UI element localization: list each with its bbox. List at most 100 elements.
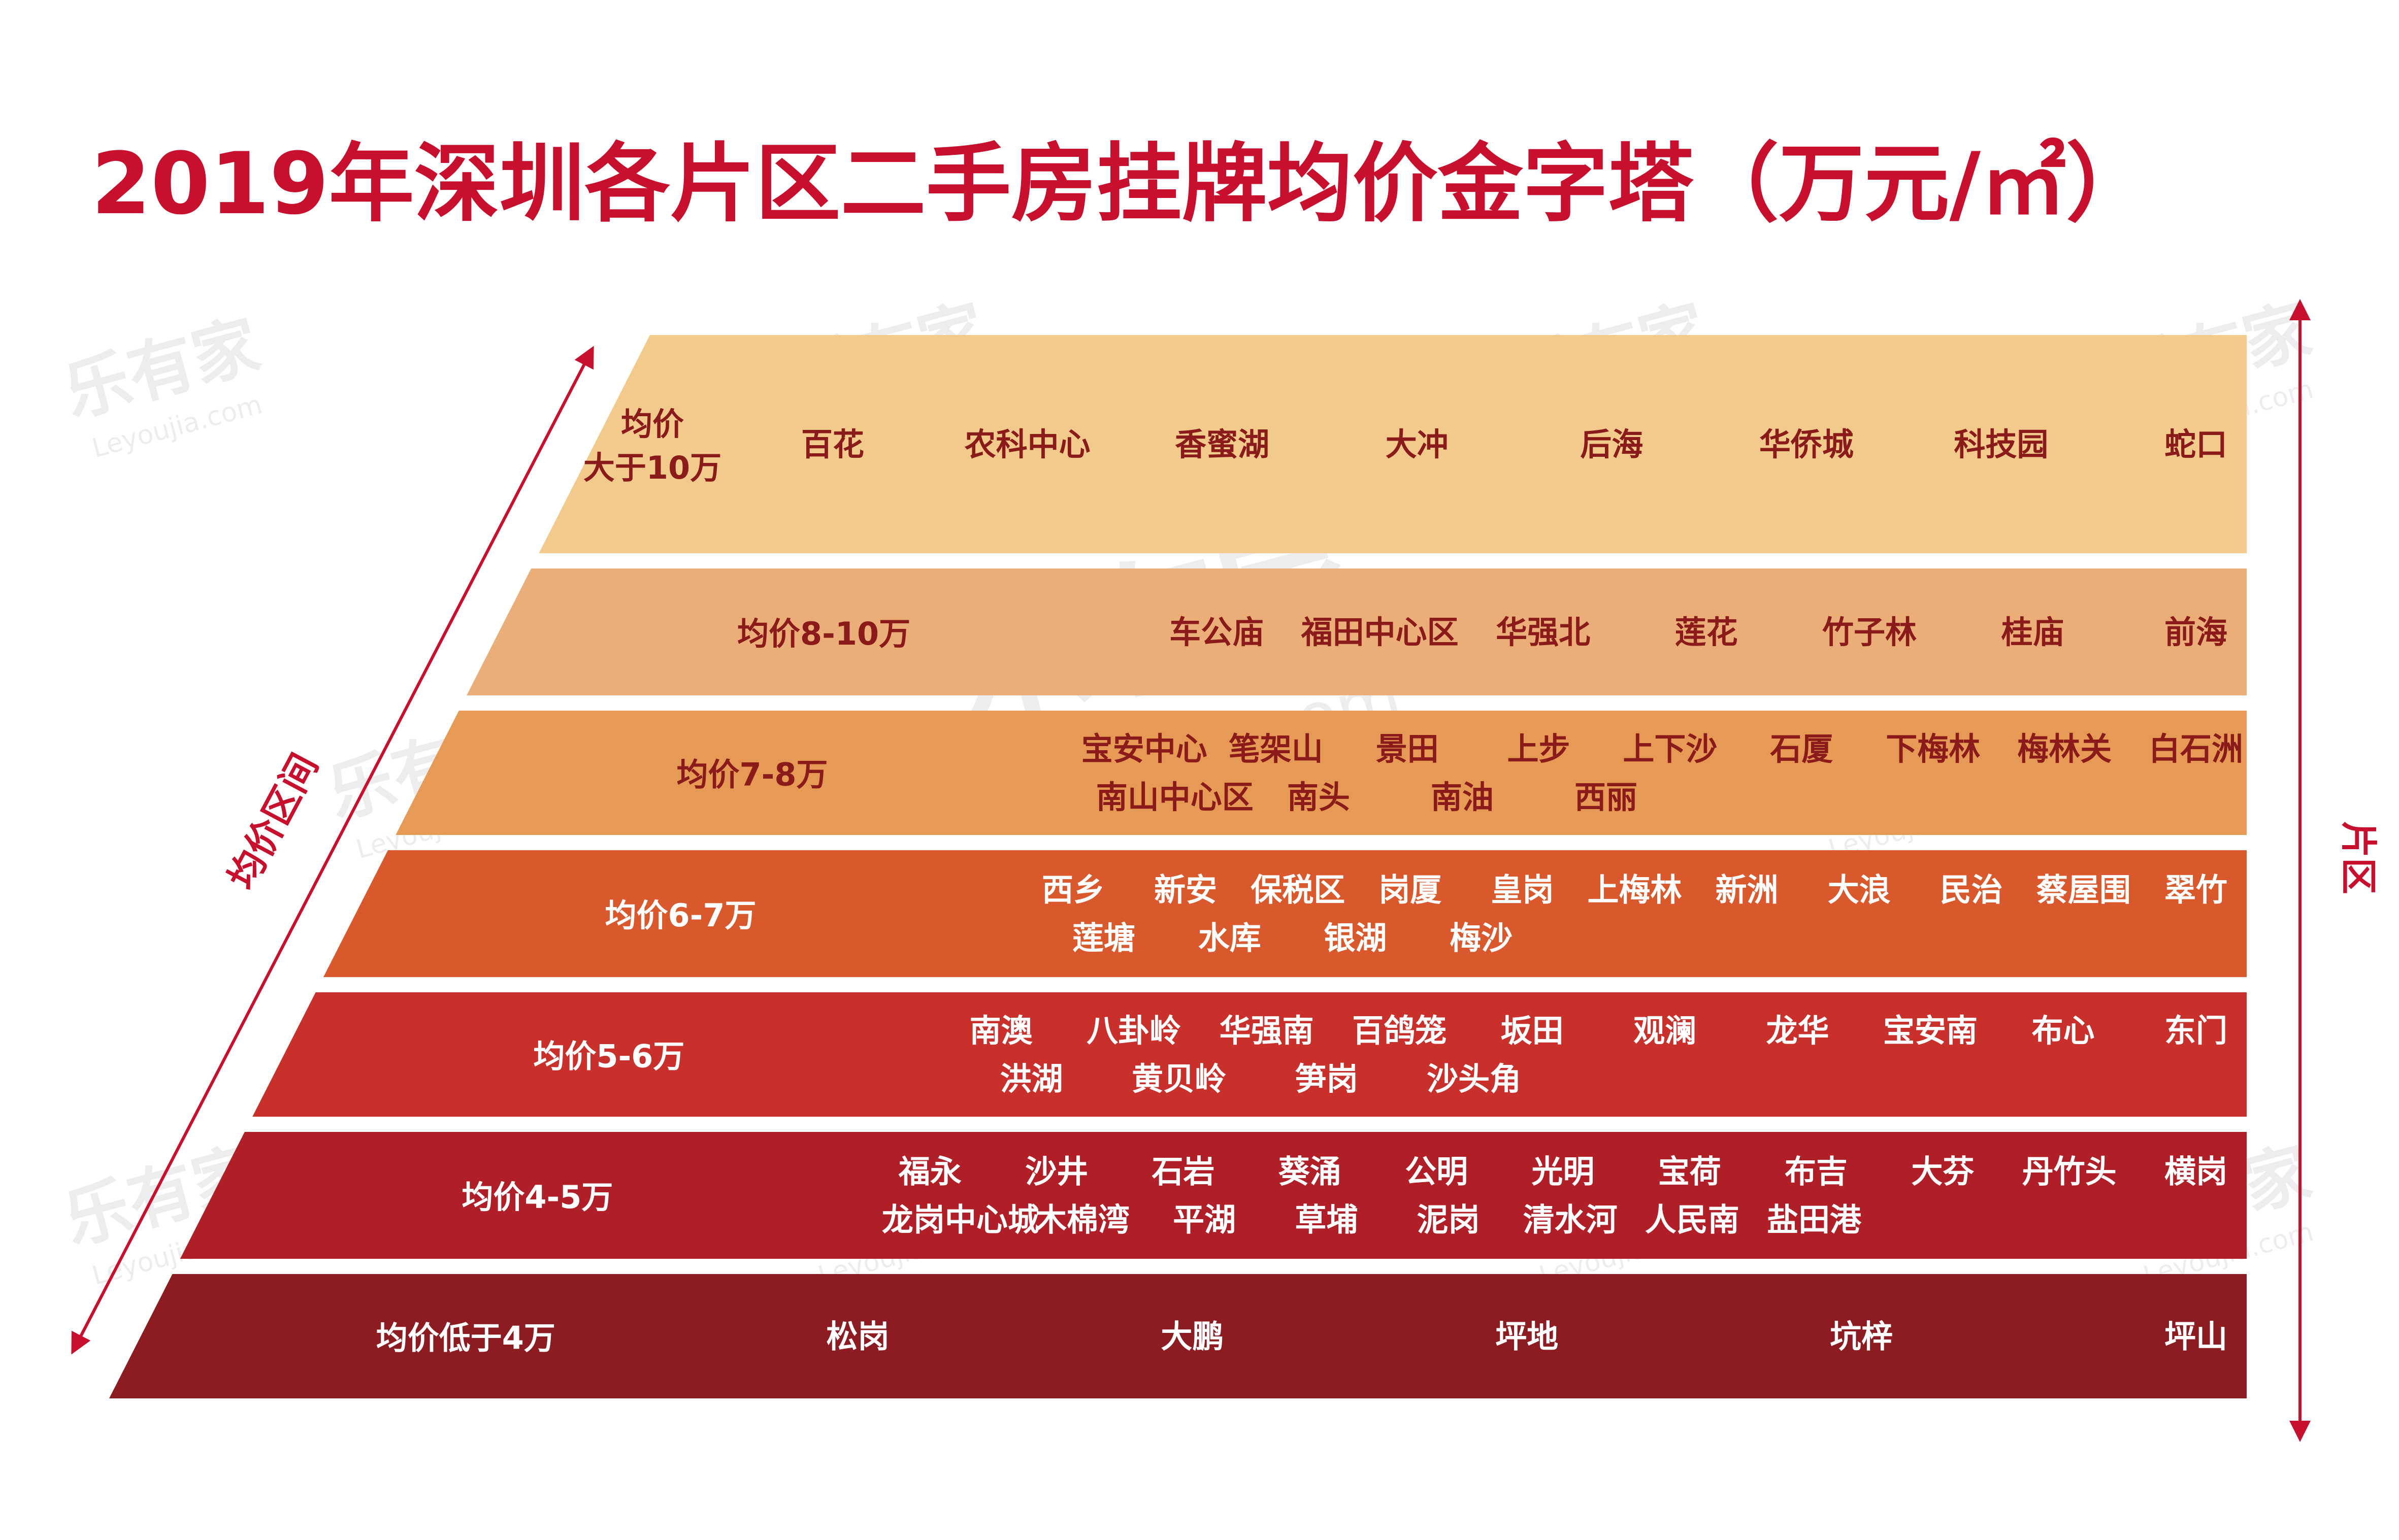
area-name: 华侨城 <box>1759 426 1854 463</box>
page-title: 2019年深圳各片区二手房挂牌均价金字塔（万元/㎡） <box>91 134 2151 233</box>
area-name: 泥岗 <box>1417 1201 1480 1238</box>
area-name: 华强南 <box>1220 1012 1314 1049</box>
area-name: 福永 <box>898 1153 962 1190</box>
area-name: 翠竹 <box>2164 872 2227 909</box>
area-name: 观澜 <box>1633 1012 1696 1049</box>
area-name: 岗厦 <box>1378 872 1441 909</box>
left-axis-label: 均价区间 <box>220 747 326 896</box>
area-name: 蛇口 <box>2164 426 2227 463</box>
area-name: 横岗 <box>2164 1153 2227 1190</box>
area-name: 平湖 <box>1173 1201 1236 1238</box>
watermark-cn: 乐有家 <box>56 306 267 432</box>
area-name: 布吉 <box>1785 1153 1848 1190</box>
watermark-en: Leyoujia.com <box>89 389 266 464</box>
area-name: 新洲 <box>1716 872 1779 909</box>
tier-band <box>252 992 2247 1117</box>
area-name: 后海 <box>1580 426 1643 463</box>
area-name: 木棉湾 <box>1035 1201 1130 1238</box>
left-axis-arrow <box>71 346 594 1355</box>
area-name: 丹竹头 <box>2022 1153 2117 1190</box>
area-name: 上梅林 <box>1588 872 1682 909</box>
area-name: 笋岗 <box>1295 1060 1358 1097</box>
area-name: 南头 <box>1287 779 1350 816</box>
area-name: 华强北 <box>1496 614 1590 651</box>
area-name: 桂庙 <box>2001 614 2064 651</box>
area-name: 莲塘 <box>1072 920 1135 957</box>
area-name: 银湖 <box>1324 920 1387 957</box>
area-name: 竹子林 <box>1822 614 1917 651</box>
area-name: 大冲 <box>1386 426 1449 463</box>
area-name: 人民南 <box>1645 1201 1739 1238</box>
area-name: 民治 <box>1940 872 2003 909</box>
area-name: 蔡屋围 <box>2036 872 2131 909</box>
tier-band <box>323 850 2247 977</box>
area-name: 龙华 <box>1766 1012 1829 1049</box>
tier-7: 均价低于4万 松岗 大鹏 坪地 坑梓 坪山 <box>109 1274 2247 1398</box>
tier-label: 均价7-8万 <box>677 756 828 793</box>
area-name: 黄贝岭 <box>1132 1060 1226 1097</box>
area-name: 百鸽笼 <box>1352 1012 1447 1049</box>
area-name: 宝荷 <box>1658 1153 1721 1190</box>
tier-band <box>539 335 2247 553</box>
tier-label: 均价6-7万 <box>605 897 756 934</box>
area-name: 上步 <box>1507 730 1570 767</box>
area-name: 下梅林 <box>1886 730 1980 767</box>
tier-band <box>180 1132 2247 1259</box>
area-name: 沙头角 <box>1427 1060 1521 1097</box>
area-name: 新安 <box>1154 872 1217 909</box>
area-name: 南油 <box>1431 779 1494 816</box>
tier-label: 大于10万 <box>583 449 721 486</box>
area-name: 西丽 <box>1574 779 1637 816</box>
area-name: 葵涌 <box>1278 1153 1341 1190</box>
area-name: 南山中心区 <box>1096 779 1254 816</box>
area-name: 清水河 <box>1523 1201 1618 1238</box>
area-name: 布心 <box>2032 1012 2095 1049</box>
area-name: 草埔 <box>1295 1201 1358 1238</box>
area-name: 笔架山 <box>1229 730 1323 767</box>
tier-label: 均价 <box>621 406 684 443</box>
area-name: 梅林关 <box>2017 730 2112 767</box>
area-name: 百花 <box>801 426 864 463</box>
area-name: 盐田港 <box>1767 1201 1862 1238</box>
area-name: 科技园 <box>1954 426 2048 463</box>
tier-2: 均价8-10万 车公庙 福田中心区 华强北 莲花 竹子林 桂庙 前海 <box>467 568 2247 695</box>
tier-band <box>109 1274 2247 1398</box>
tier-label: 均价8-10万 <box>737 615 910 652</box>
area-name: 梅沙 <box>1450 920 1513 957</box>
area-name: 水库 <box>1198 920 1261 957</box>
area-name: 洪湖 <box>1000 1060 1063 1097</box>
area-name: 福田中心区 <box>1301 614 1459 651</box>
area-name: 皇岗 <box>1491 872 1554 909</box>
area-name: 坂田 <box>1501 1012 1564 1049</box>
area-name: 大鹏 <box>1161 1318 1224 1355</box>
area-name: 松岗 <box>827 1318 890 1355</box>
area-name: 石岩 <box>1152 1153 1215 1190</box>
area-name: 上下沙 <box>1623 730 1717 767</box>
area-name: 东门 <box>2164 1012 2227 1049</box>
area-name: 景田 <box>1376 730 1439 767</box>
area-name: 公明 <box>1405 1153 1468 1190</box>
area-name: 前海 <box>2164 614 2227 651</box>
tier-label: 均价5-6万 <box>533 1038 684 1075</box>
tier-band <box>396 711 2247 835</box>
area-name: 莲花 <box>1675 614 1738 651</box>
area-name: 坪山 <box>2164 1318 2227 1355</box>
right-axis-label: 片区 <box>2337 821 2380 894</box>
area-name: 白石洲 <box>2149 730 2243 767</box>
area-name: 宝安南 <box>1883 1012 1978 1049</box>
area-name: 保税区 <box>1251 872 1345 909</box>
area-name: 光明 <box>1531 1153 1594 1190</box>
area-name: 坪地 <box>1495 1318 1558 1355</box>
area-name: 南澳 <box>970 1012 1033 1049</box>
area-name: 石厦 <box>1770 730 1833 767</box>
area-name: 大浪 <box>1828 872 1891 909</box>
area-name: 宝安中心 <box>1081 730 1207 767</box>
